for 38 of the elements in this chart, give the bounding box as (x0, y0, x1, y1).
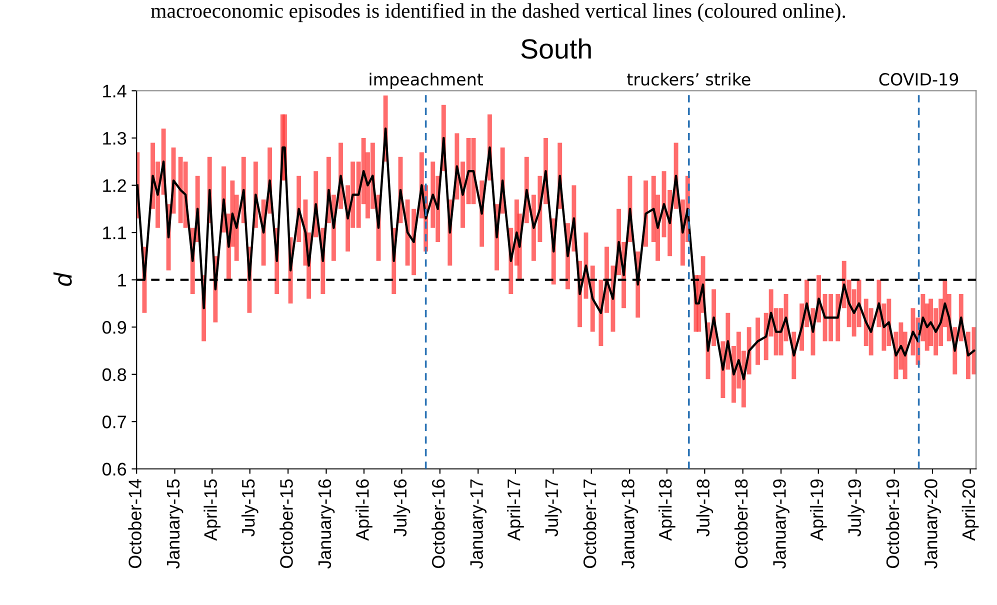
x-tick-label: July-16 (393, 479, 410, 537)
y-tick-label: 1.1 (103, 226, 126, 240)
x-tick-label: April-19 (810, 479, 827, 541)
x-tick-label: January-20 (924, 479, 941, 569)
x-tick-label: April-16 (356, 479, 372, 541)
y-axis-title: d (53, 272, 72, 286)
x-tick-label: April-17 (507, 480, 524, 541)
chart-title: South (521, 38, 591, 59)
x-tick-label: July-19 (848, 479, 865, 537)
x-tick-label: January-19 (773, 479, 790, 569)
y-tick-label: 1.2 (103, 179, 126, 192)
y-tick-label: 0.7 (102, 416, 126, 428)
x-tick-label: January-17 (470, 479, 487, 569)
x-tick-label: April-15 (204, 479, 221, 541)
text: macroeconomic episodes is identified in the dashed vertical lines (coloured online). (150, 3, 846, 22)
y-tick-label: 1.3 (103, 132, 126, 145)
x-tick-label: October-18 (734, 479, 748, 568)
x-tick-label: April-20 (962, 479, 979, 541)
y-tick-label: 1.4 (103, 84, 126, 98)
ref-line-label: COVID-19 (879, 73, 958, 86)
x-tick-label: October-15 (280, 479, 293, 568)
x-tick-label: January-16 (318, 479, 335, 569)
x-tick-label: January-15 (167, 479, 184, 569)
x-tick-label: October-19 (886, 479, 900, 568)
x-tick-label: July-18 (696, 479, 714, 537)
x-tick-label: January-18 (622, 479, 638, 569)
y-tick-label: 0.9 (102, 321, 126, 334)
y-tick-label: 0.8 (102, 368, 126, 382)
x-tick-label: July-15 (241, 479, 258, 537)
y-tick-label: 0.6 (102, 462, 126, 476)
y-tick-label: 1 (118, 274, 126, 286)
x-tick-label: October-14 (128, 479, 142, 568)
x-tick-label: July-17 (544, 480, 562, 537)
ref-line-label: impeachment (370, 72, 484, 89)
x-tick-label: October-16 (432, 479, 445, 568)
x-tick-label: October-17 (582, 479, 596, 568)
x-tick-label: April-18 (658, 479, 676, 541)
ref-line-label: truckers’ strike (627, 72, 750, 86)
